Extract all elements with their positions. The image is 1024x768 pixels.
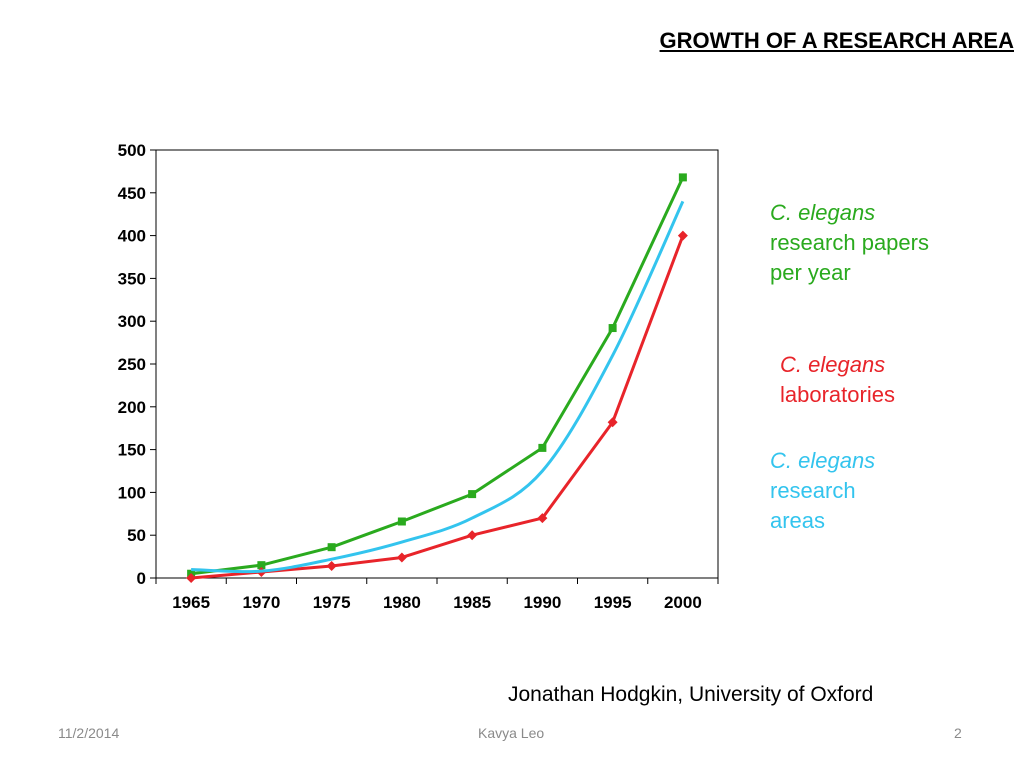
x-tick-label: 1970: [242, 593, 280, 612]
x-tick-label: 1985: [453, 593, 491, 612]
legend-labs: C. elegans laboratories: [780, 350, 895, 410]
series-marker-papers: [327, 543, 336, 552]
footer-date: 11/2/2014: [58, 725, 120, 741]
series-marker-papers: [678, 173, 687, 182]
series-marker-labs: [186, 573, 197, 583]
series-marker-labs: [607, 417, 618, 428]
legend-areas: C. elegans research areas: [770, 446, 875, 536]
y-tick-label: 150: [118, 441, 146, 460]
series-marker-labs: [467, 530, 478, 541]
series-layer: [186, 173, 688, 583]
series-marker-papers: [257, 561, 266, 570]
series-marker-papers: [397, 517, 406, 526]
legend-labs-line1: C. elegans: [780, 352, 886, 377]
footer-author: Kavya Leo: [478, 725, 545, 741]
series-marker-labs: [326, 561, 337, 572]
x-tick-label: 2000: [664, 593, 702, 612]
y-tick-label: 200: [118, 398, 146, 417]
x-tick-label: 1990: [523, 593, 561, 612]
legend-papers-line2: research papers: [770, 230, 929, 255]
line-chart: 0 50 100 150 200 250 300 350 400 450 500 1965 1970 19…: [118, 141, 719, 612]
legend-areas-line3: areas: [770, 508, 826, 533]
axis-labels: 0 50 100 150 200 250 300 350 400 450 500 1965 1970 19…: [118, 141, 702, 612]
y-tick-label: 100: [118, 483, 146, 502]
y-tick-label: 250: [118, 355, 146, 374]
legend-papers-line3: per year: [770, 260, 851, 285]
series-line-areas: [191, 200, 685, 574]
series-marker-labs: [396, 552, 407, 563]
series-marker-labs: [537, 513, 548, 524]
y-tick-label: 50: [127, 526, 146, 545]
axes: [150, 149, 719, 584]
legend-areas-line1: C. elegans: [770, 448, 876, 473]
series-marker-papers: [468, 490, 477, 499]
y-tick-label: 400: [118, 227, 146, 246]
series-line-labs: [190, 235, 685, 580]
x-tick-label: 1975: [313, 593, 351, 612]
y-tick-label: 300: [118, 312, 146, 331]
legend-papers: C. elegans research papers per year: [770, 198, 929, 288]
legend-labs-line2: laboratories: [780, 382, 895, 407]
legend-papers-line1: C. elegans: [770, 200, 876, 225]
y-tick-label: 0: [137, 569, 146, 588]
legend-areas-line2: research: [770, 478, 856, 503]
slide-title: GROWTH OF A RESEARCH AREA: [659, 28, 1014, 53]
x-tick-label: 1980: [383, 593, 421, 612]
footer-page-number: 2: [954, 725, 962, 741]
x-tick-label: 1995: [594, 593, 632, 612]
y-tick-label: 450: [118, 184, 146, 203]
y-tick-label: 500: [118, 141, 146, 160]
series-marker-papers: [608, 324, 617, 333]
series-marker-labs: [677, 230, 688, 241]
series-line-papers: [190, 176, 685, 576]
source-credit: Jonathan Hodgkin, University of Oxford: [508, 683, 874, 706]
series-marker-papers: [538, 443, 547, 452]
x-tick-label: 1965: [172, 593, 210, 612]
y-tick-label: 350: [118, 269, 146, 288]
